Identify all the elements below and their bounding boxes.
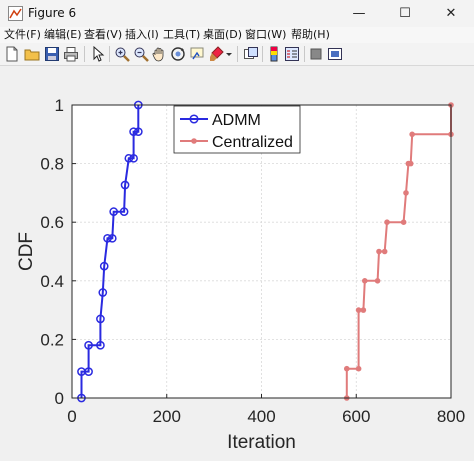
brush-icon[interactable] xyxy=(208,46,224,62)
matlab-figure-icon xyxy=(8,6,23,21)
menu-bar: 文件(F) 编辑(E) 查看(V) 插入(I) 工具(T) 桌面(D) 窗口(W… xyxy=(0,27,474,43)
centralized-data-point xyxy=(355,307,362,313)
y-axis-label: CDF xyxy=(16,232,37,271)
centralized-data-point xyxy=(374,278,381,284)
menu-window[interactable]: 窗口(W) xyxy=(245,28,287,41)
x-axis-label: Iteration xyxy=(227,432,296,453)
print-icon[interactable] xyxy=(63,46,79,62)
admm-data-point xyxy=(84,367,93,376)
toolbar-separator xyxy=(262,46,263,62)
admm-data-point xyxy=(84,340,93,350)
toolbar-separator xyxy=(237,46,238,62)
rotate-3d-icon[interactable] xyxy=(170,46,186,62)
y-tick-label: 1 xyxy=(55,96,64,115)
admm-data-point xyxy=(129,153,138,163)
centralized-data-point xyxy=(381,248,388,255)
zoom-in-icon[interactable] xyxy=(114,46,130,62)
colorbar-icon[interactable] xyxy=(266,46,282,62)
toolbar-separator xyxy=(84,46,85,62)
centralized-data-point xyxy=(343,365,350,372)
centralized-data-point xyxy=(376,248,382,255)
window-title: Figure 6 xyxy=(28,6,77,20)
menu-tools[interactable]: 工具(T) xyxy=(163,28,201,41)
hide-plot-tools-icon[interactable] xyxy=(308,46,324,62)
figure-canvas: 0 200 400 600 800 0 0.2 0.4 0.6 0.8 1 Iteration CD… xyxy=(0,66,474,457)
centralized-data-point xyxy=(409,131,415,138)
x-tick-label: 0 xyxy=(67,407,76,426)
admm-data-point xyxy=(120,180,130,190)
legend-icon[interactable] xyxy=(284,46,300,62)
menu-view[interactable]: 查看(V) xyxy=(84,28,123,41)
centralized-data-point xyxy=(400,219,407,225)
admm-data-point xyxy=(129,127,138,137)
toolbar-separator xyxy=(109,46,110,62)
centralized-data-point xyxy=(361,278,368,284)
x-tick-label: 800 xyxy=(437,407,465,426)
centralized-data-point xyxy=(407,160,414,167)
title-bar: Figure 6 — ☐ ✕ xyxy=(0,0,474,27)
admm-data-point xyxy=(96,314,105,324)
menu-insert[interactable]: 插入(I) xyxy=(125,28,159,41)
zoom-out-icon[interactable] xyxy=(133,46,149,62)
admm-data-point xyxy=(124,153,134,163)
admm-data-point xyxy=(109,207,119,217)
admm-data-point xyxy=(98,288,108,297)
y-tick-label: 0 xyxy=(55,389,64,408)
x-tick-label: 400 xyxy=(247,407,275,426)
link-plot-icon[interactable] xyxy=(243,46,259,62)
menu-edit[interactable]: 编辑(E) xyxy=(44,28,82,41)
admm-data-point xyxy=(119,207,129,217)
centralized-data-point xyxy=(360,307,367,313)
centralized-data-point xyxy=(355,365,362,372)
cdf-chart[interactable]: 0 200 400 600 800 0 0.2 0.4 0.6 0.8 1 Iteration CD… xyxy=(0,66,474,457)
y-tick-label: 0.4 xyxy=(40,272,64,291)
toolbar-separator xyxy=(304,46,305,62)
legend-admm-marker xyxy=(189,114,199,124)
admm-series-line xyxy=(80,105,140,398)
y-tick-label: 0.6 xyxy=(40,213,64,232)
brush-dropdown-icon[interactable] xyxy=(224,46,234,62)
admm-data-point xyxy=(107,233,117,243)
centralized-data-point xyxy=(403,190,409,196)
menu-desktop[interactable]: 桌面(D) xyxy=(203,28,243,41)
close-button[interactable]: ✕ xyxy=(445,6,457,21)
menu-file[interactable]: 文件(F) xyxy=(4,28,41,41)
admm-data-point xyxy=(103,233,112,243)
new-file-icon[interactable] xyxy=(4,46,20,62)
pan-icon[interactable] xyxy=(151,46,167,62)
minimize-button[interactable]: — xyxy=(352,6,366,21)
menu-help[interactable]: 帮助(H) xyxy=(291,28,330,41)
figure-toolbar xyxy=(0,43,474,66)
legend-admm-label: ADMM xyxy=(212,112,261,129)
admm-data-point xyxy=(99,261,109,271)
legend-centralized-marker xyxy=(191,138,197,144)
open-folder-icon[interactable] xyxy=(24,46,40,62)
data-cursor-icon[interactable] xyxy=(189,46,205,62)
pointer-icon[interactable] xyxy=(90,46,106,62)
save-icon[interactable] xyxy=(44,46,60,62)
y-tick-label: 0.8 xyxy=(40,155,64,174)
show-plot-tools-icon[interactable] xyxy=(327,46,343,62)
centralized-data-point xyxy=(384,219,390,225)
y-tick-label: 0.2 xyxy=(40,330,64,349)
maximize-button[interactable]: ☐ xyxy=(399,6,411,21)
admm-data-point xyxy=(96,340,105,350)
legend-box xyxy=(173,105,301,154)
admm-data-point xyxy=(133,127,143,137)
x-tick-label: 200 xyxy=(153,407,181,426)
legend[interactable]: ADMM Centralized xyxy=(173,105,301,154)
x-tick-label: 600 xyxy=(342,407,370,426)
legend-centralized-label: Centralized xyxy=(212,134,293,151)
